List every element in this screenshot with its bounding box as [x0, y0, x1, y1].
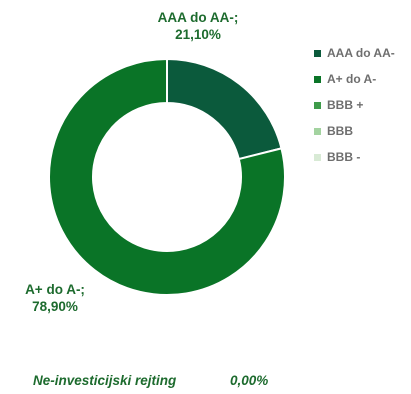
legend-label: BBB -: [327, 150, 361, 164]
legend-swatch: [314, 49, 321, 57]
data-label-aaa: AAA do AA-; 21,10%: [118, 9, 278, 43]
legend-label: A+ do A-: [327, 72, 377, 86]
legend-item-aaa: AAA do AA-: [314, 40, 395, 66]
legend: AAA do AA- A+ do A- BBB + BBB BBB -: [314, 40, 395, 170]
legend-item-bbb-minus: BBB -: [314, 144, 395, 170]
legend-swatch: [314, 153, 321, 161]
data-label-aaa-value: 21,10%: [175, 27, 221, 42]
legend-label: AAA do AA-: [327, 46, 395, 60]
data-label-a: A+ do A-; 78,90%: [0, 281, 110, 315]
legend-swatch: [314, 127, 321, 135]
legend-swatch: [314, 75, 321, 83]
legend-label: BBB: [327, 124, 353, 138]
footer-label: Ne-investicijski rejting: [33, 373, 177, 388]
footer-value: 0,00%: [230, 373, 269, 388]
data-label-aaa-category: AAA do AA-;: [157, 10, 239, 25]
legend-swatch: [314, 101, 321, 109]
legend-item-a: A+ do A-: [314, 66, 395, 92]
legend-label: BBB +: [327, 98, 364, 112]
legend-item-bbb-plus: BBB +: [314, 92, 395, 118]
data-label-a-value: 78,90%: [32, 299, 78, 314]
donut-slice-1: [48, 57, 286, 296]
legend-item-bbb: BBB: [314, 118, 395, 144]
data-label-a-category: A+ do A-;: [25, 282, 85, 297]
donut-slice-0: [166, 57, 283, 161]
